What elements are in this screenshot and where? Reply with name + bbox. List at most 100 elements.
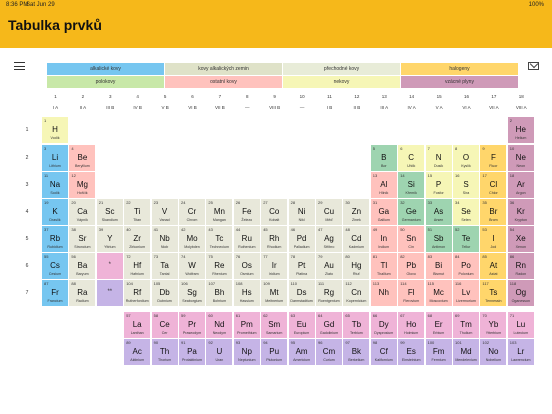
element-cell[interactable]: 21 Sc Skandium — [96, 199, 123, 225]
element-cell[interactable]: 110 Ds Darmstadtium — [288, 280, 315, 306]
element-cell[interactable]: 39 Y Yttrium — [96, 226, 123, 252]
legend-item[interactable]: vzácné plyny — [401, 76, 518, 88]
element-cell[interactable]: 44 Ru Ruthenium — [233, 226, 260, 252]
element-cell[interactable]: 46 Pd Palladium — [288, 226, 315, 252]
legend-item[interactable]: polokovy — [47, 76, 164, 88]
element-cell[interactable]: 33 As Arsen — [425, 199, 452, 225]
element-cell[interactable]: 30 Zn Zinek — [343, 199, 370, 225]
element-cell[interactable]: 84 Po Polonium — [453, 253, 479, 279]
element-cell[interactable]: 70 Yb Ytterbium — [480, 312, 507, 338]
element-cell[interactable]: 99 Es Einsteinium — [398, 339, 425, 365]
element-cell[interactable]: 107 Bh Bohrium — [206, 280, 233, 306]
element-cell[interactable]: 83 Bi Bismut — [425, 253, 452, 279]
element-cell[interactable]: 91 Pa Protaktinium — [179, 339, 205, 365]
element-cell[interactable]: 16 S Síra — [453, 172, 479, 198]
element-cell[interactable]: 90 Th Thorium — [151, 339, 178, 365]
element-cell[interactable]: 102 No Nobelium — [480, 339, 507, 365]
element-cell[interactable]: 54 Xe Xenon — [507, 226, 534, 252]
element-cell[interactable]: 98 Cf Kalifornium — [370, 339, 397, 365]
element-cell[interactable]: 105 Db Dubnium — [151, 280, 178, 306]
element-cell[interactable]: 118 Og Oganesson — [507, 280, 534, 306]
element-cell[interactable]: 80 Hg Rtuť — [343, 253, 370, 279]
element-cell[interactable]: 41 Nb Niob — [151, 226, 178, 252]
element-cell[interactable]: 71 Lu Lutecium — [507, 312, 534, 338]
mail-icon[interactable] — [528, 62, 539, 70]
element-cell[interactable]: 78 Pt Platina — [288, 253, 315, 279]
element-cell[interactable]: 49 In Indium — [370, 226, 397, 252]
element-cell[interactable]: 9 F Fluor — [480, 145, 507, 171]
element-cell[interactable]: 111 Rg Roentgenium — [316, 280, 342, 306]
element-cell[interactable]: 57 La Lanthan — [124, 312, 151, 338]
element-cell[interactable]: 93 Np Neptunium — [233, 339, 260, 365]
element-cell[interactable]: 40 Zr Zirkonium — [124, 226, 151, 252]
element-cell[interactable]: 85 At Astat — [480, 253, 507, 279]
element-cell[interactable]: 79 Au Zlato — [316, 253, 342, 279]
element-cell[interactable]: 24 Cr Chrom — [179, 199, 205, 225]
element-cell[interactable]: 3 Li Lithium — [42, 145, 68, 171]
element-cell[interactable]: 20 Ca Vápník — [69, 199, 96, 225]
element-cell[interactable]: 108 Hs Hassium — [233, 280, 260, 306]
element-cell[interactable]: 37 Rb Rubidium — [42, 226, 68, 252]
element-cell[interactable]: 52 Te Tellur — [453, 226, 479, 252]
element-cell[interactable]: 100 Fm Fermium — [425, 339, 452, 365]
element-cell[interactable]: 13 Al Hliník — [370, 172, 397, 198]
element-cell[interactable]: 115 Mc Moscovium — [425, 280, 452, 306]
element-cell[interactable]: 113 Nh — [370, 280, 397, 306]
element-cell[interactable]: 67 Ho Holmium — [398, 312, 425, 338]
legend-item[interactable]: kovy alkalických zemin — [165, 63, 282, 75]
element-cell[interactable]: 19 K Draslík — [42, 199, 68, 225]
element-cell[interactable]: 103 Lr Lawrencium — [507, 339, 534, 365]
element-cell[interactable]: 66 Dy Dysprosium — [370, 312, 397, 338]
element-cell[interactable]: 34 Se Selen — [453, 199, 479, 225]
element-cell[interactable]: 4 Be Beryllium — [69, 145, 96, 171]
element-cell[interactable]: 96 Cm Curium — [316, 339, 342, 365]
element-cell[interactable]: 101 Md Mendelevium — [453, 339, 479, 365]
element-cell[interactable]: 117 Ts Tennessin — [480, 280, 507, 306]
element-cell[interactable]: 12 Mg Hořčík — [69, 172, 96, 198]
element-cell[interactable]: 36 Kr Krypton — [507, 199, 534, 225]
element-cell[interactable]: 73 Ta Tantal — [151, 253, 178, 279]
element-cell[interactable]: 43 Tc Technecium — [206, 226, 233, 252]
element-cell[interactable]: 18 Ar Argon — [507, 172, 534, 198]
element-cell[interactable]: 55 Cs Cesium — [42, 253, 68, 279]
element-cell[interactable]: 92 U Uran — [206, 339, 233, 365]
element-cell[interactable]: 29 Cu Měď — [316, 199, 342, 225]
element-cell[interactable]: 63 Eu Europium — [288, 312, 315, 338]
element-cell[interactable]: 89 Ac Aktinium — [124, 339, 151, 365]
element-cell[interactable]: 15 P Fosfor — [425, 172, 452, 198]
element-cell[interactable]: 95 Am Americium — [288, 339, 315, 365]
element-cell[interactable]: 76 Os Osmium — [233, 253, 260, 279]
element-cell[interactable]: 31 Ga Gallium — [370, 199, 397, 225]
element-cell[interactable]: 6 C Uhlík — [398, 145, 425, 171]
element-cell[interactable]: 32 Ge Germanium — [398, 199, 425, 225]
element-cell[interactable]: 53 I Jod — [480, 226, 507, 252]
element-cell[interactable]: 94 Pu Plutonium — [261, 339, 288, 365]
element-cell[interactable]: 75 Re Rhenium — [206, 253, 233, 279]
element-cell[interactable]: 2 He Helium — [507, 117, 534, 143]
legend-item[interactable]: přechodné kovy — [283, 63, 400, 75]
menu-icon[interactable] — [14, 62, 25, 71]
element-cell[interactable]: 42 Mo Molybden — [179, 226, 205, 252]
element-cell[interactable]: 14 Si Křemík — [398, 172, 425, 198]
element-cell[interactable]: 47 Ag Stříbro — [316, 226, 342, 252]
element-cell[interactable]: 104 Rf Rutherfordium — [124, 280, 151, 306]
element-cell[interactable]: 109 Mt Meitnerium — [261, 280, 288, 306]
element-cell[interactable]: 81 Tl Thallium — [370, 253, 397, 279]
legend-item[interactable]: nekovy — [283, 76, 400, 88]
legend-item[interactable]: halogeny — [401, 63, 518, 75]
element-cell[interactable]: 17 Cl Chlor — [480, 172, 507, 198]
element-cell[interactable]: 59 Pr Praseodym — [179, 312, 205, 338]
series-placeholder[interactable]: * — [96, 253, 123, 279]
element-cell[interactable]: 74 W Wolfram — [179, 253, 205, 279]
element-cell[interactable]: 61 Pm Promethium — [233, 312, 260, 338]
element-cell[interactable]: 23 V Vanad — [151, 199, 178, 225]
element-cell[interactable]: 25 Mn Mangan — [206, 199, 233, 225]
element-cell[interactable]: 51 Sb Antimon — [425, 226, 452, 252]
element-cell[interactable]: 50 Sn Cín — [398, 226, 425, 252]
element-cell[interactable]: 106 Sg Seaborgium — [179, 280, 205, 306]
element-cell[interactable]: 35 Br Brom — [480, 199, 507, 225]
element-cell[interactable]: 56 Ba Baryum — [69, 253, 96, 279]
element-cell[interactable]: 62 Sm Samarium — [261, 312, 288, 338]
element-cell[interactable]: 7 N Dusík — [425, 145, 452, 171]
element-cell[interactable]: 11 Na Sodík — [42, 172, 68, 198]
